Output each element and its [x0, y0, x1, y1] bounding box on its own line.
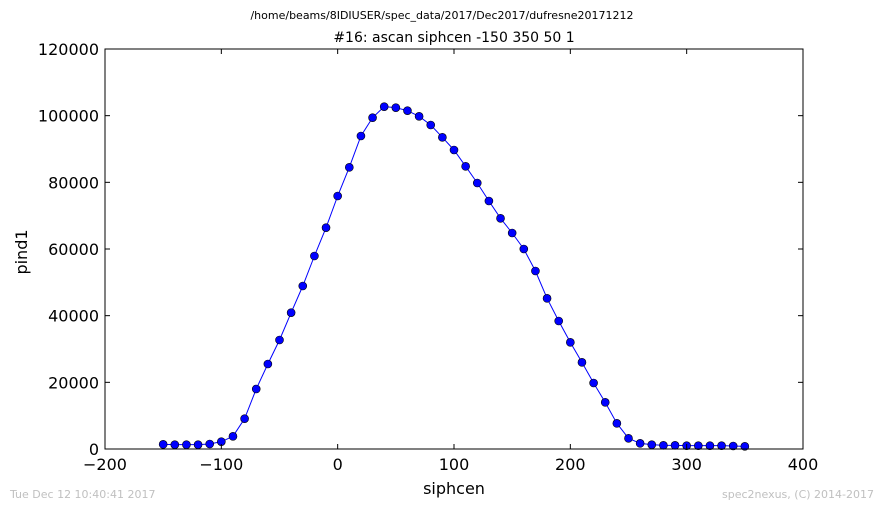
series-layer: [158, 102, 750, 451]
x-tick-label: 100: [439, 455, 470, 474]
data-point: [519, 244, 529, 254]
data-point: [368, 113, 377, 122]
y-axis-label: pind1: [12, 229, 31, 274]
data-point: [647, 440, 657, 449]
footer-timestamp: Tue Dec 12 10:40:41 2017: [10, 488, 156, 501]
x-tick-label: 200: [555, 455, 586, 474]
chart-title: #16: ascan siphcen -150 350 50 1: [333, 30, 575, 46]
y-tick-label: 60000: [48, 240, 99, 259]
y-tick-label: 0: [89, 440, 99, 459]
data-point: [426, 120, 436, 130]
data-point: [542, 294, 552, 303]
x-tick-label: −100: [199, 455, 243, 474]
x-axis-label: siphcen: [423, 479, 485, 498]
data-point: [205, 439, 214, 449]
data-point: [484, 196, 494, 206]
data-point: [693, 441, 703, 450]
data-point: [531, 266, 540, 276]
data-point: [344, 163, 354, 172]
data-point: [507, 228, 517, 238]
x-tick-label: −200: [83, 455, 127, 474]
ticks-layer: −200 −100 0 100 200 300 400 0 20000 40000 60000 800…: [38, 40, 818, 474]
data-point: [333, 191, 342, 201]
data-point: [728, 441, 738, 451]
data-point: [275, 335, 284, 345]
data-point: [472, 178, 482, 188]
x-tick-label: 300: [671, 455, 702, 474]
data-point: [286, 308, 296, 317]
data-point: [438, 133, 447, 142]
x-tick-label: 400: [788, 455, 819, 474]
data-point: [566, 338, 575, 347]
data-point: [612, 419, 622, 428]
footer-credit: spec2nexus, (C) 2014-2017: [722, 488, 874, 501]
data-point: [635, 439, 645, 448]
data-point: [158, 440, 168, 449]
data-point: [659, 441, 668, 450]
data-point: [600, 398, 610, 407]
data-point: [705, 441, 715, 450]
data-point: [391, 103, 401, 112]
plot-frame: [104, 48, 804, 450]
data-point: [228, 432, 238, 441]
figure-suptitle: /home/beams/8IDIUSER/spec_data/2017/Dec2…: [250, 9, 634, 22]
data-point: [740, 442, 750, 451]
x-tick-label: 0: [333, 455, 343, 474]
data-point: [403, 106, 412, 115]
data-point: [461, 162, 470, 171]
data-point: [589, 378, 598, 388]
data-point: [251, 384, 261, 394]
data-point: [298, 281, 308, 291]
data-point: [170, 440, 180, 449]
data-point: [670, 441, 680, 450]
data-point: [414, 112, 424, 121]
data-point: [624, 434, 633, 443]
data-point: [577, 358, 587, 367]
y-tick-label: 120000: [38, 40, 99, 59]
data-point: [496, 214, 505, 223]
data-point: [379, 102, 389, 111]
y-tick-label: 80000: [48, 173, 99, 192]
y-tick-label: 100000: [38, 107, 99, 126]
data-point: [717, 441, 726, 450]
data-point: [310, 251, 319, 261]
data-point: [321, 223, 331, 232]
data-point: [356, 131, 366, 141]
data-point: [193, 440, 203, 449]
data-point: [240, 414, 249, 423]
y-tick-label: 40000: [48, 307, 99, 326]
series-line: [163, 106, 745, 447]
y-tick-label: 20000: [48, 373, 99, 392]
data-point: [182, 440, 191, 449]
data-point: [554, 316, 564, 326]
data-point: [263, 359, 273, 369]
data-point: [449, 145, 459, 155]
